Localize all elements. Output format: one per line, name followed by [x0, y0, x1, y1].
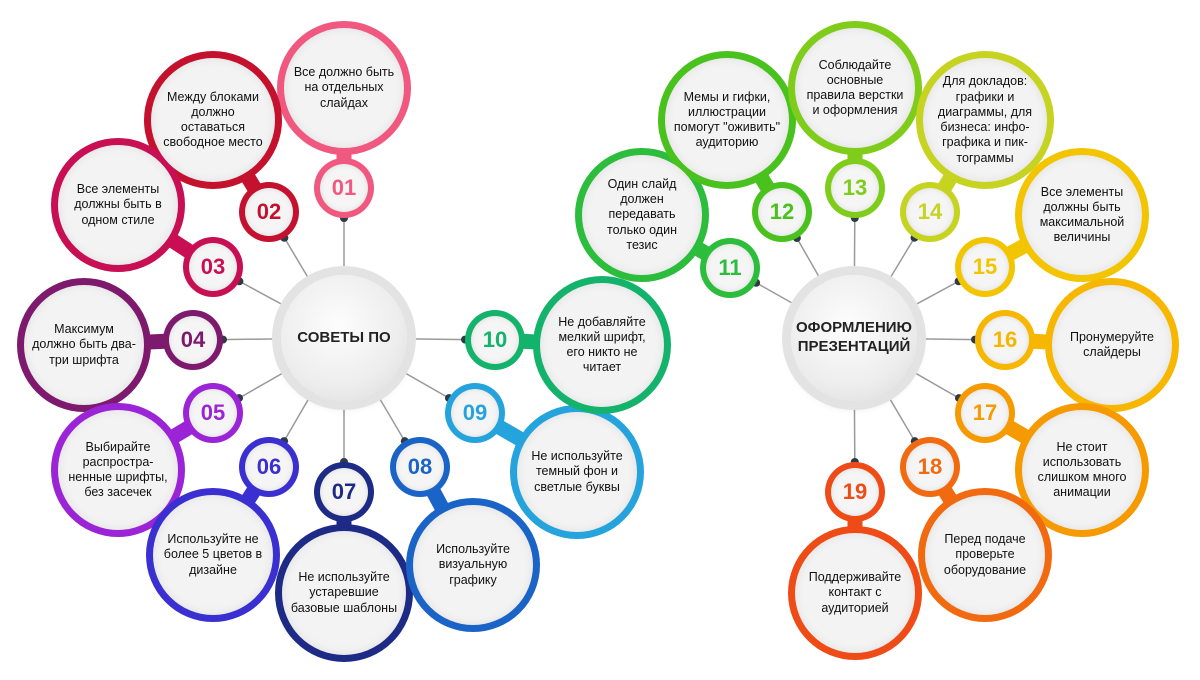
tip-bubble-03: Все элементы должны быть в одном стиле — [58, 145, 178, 265]
tip-number: 04 — [180, 327, 206, 352]
tip-number: 13 — [842, 175, 868, 200]
tip-text: Не добавляйте мелкий шрифт, его никто не… — [558, 314, 646, 375]
tip-text: Поддерживайте контакт с аудиторией — [808, 570, 902, 615]
tip-bubble-13: Соблюдайте основные правила верстки и оф… — [795, 28, 915, 148]
tip-bubble-08: Используйте визуальную графику — [413, 505, 533, 625]
hub-left-label: СОВЕТЫ ПО — [297, 328, 391, 346]
tip-number: 09 — [462, 400, 488, 425]
tip-text: Пронумеруйте слайдеры — [1069, 329, 1155, 359]
tip-number-badge-08: 08 — [396, 443, 444, 491]
tip-number: 15 — [972, 254, 998, 279]
tip-number: 06 — [256, 454, 282, 479]
tip-number: 17 — [972, 400, 998, 425]
tip-bubble-19: Поддерживайте контакт с аудиторией — [795, 533, 915, 653]
tip-text: Не стоит использовать слишком много аним… — [1037, 439, 1127, 500]
hub-right-label: ОФОРМЛЕНИЮ ПРЕЗЕНТАЦИЙ — [795, 319, 913, 355]
tip-text: Соблюдайте основные правила верстки и оф… — [806, 57, 904, 118]
tip-text: Не используйте темный фон и светлые букв… — [531, 449, 623, 494]
tip-text: Все элементы должны быть максимальной ве… — [1039, 184, 1125, 245]
tip-text: Не используйте устаревшие базовые шаблон… — [290, 570, 398, 615]
tip-bubble-14: Для докладов: графики и диаграммы, для б… — [923, 58, 1047, 182]
tip-number: 11 — [718, 255, 742, 280]
tip-number-badge-01: 01 — [320, 164, 368, 212]
tip-number-badge-02: 02 — [245, 188, 293, 236]
tip-number-badge-18: 18 — [906, 443, 954, 491]
tip-number: 03 — [200, 254, 226, 279]
tip-text: Все должно быть на отдельных слайдах — [293, 65, 395, 110]
tip-bubble-10: Не добавляйте мелкий шрифт, его никто не… — [540, 283, 664, 407]
tip-number-badge-04: 04 — [169, 316, 217, 364]
hub-right: ОФОРМЛЕНИЮ ПРЕЗЕНТАЦИЙ — [791, 275, 917, 401]
tip-number: 07 — [331, 479, 357, 504]
hub-left: СОВЕТЫ ПО — [281, 275, 407, 401]
tip-number-badge-16: 16 — [981, 316, 1029, 364]
tip-text: Между блоками должно оставаться свободно… — [163, 89, 263, 150]
tip-bubble-06: Используйте не более 5 цветов в дизайне — [153, 495, 273, 615]
tip-text: Максимум должно быть два-три шрифта — [32, 322, 136, 367]
tip-text: Используйте не более 5 цветов в дизайне — [163, 532, 263, 577]
tip-number-badge-03: 03 — [189, 243, 237, 291]
tip-bubble-09: Не используйте темный фон и светлые букв… — [517, 412, 637, 532]
tip-bubble-04: Максимум должно быть два-три шрифта — [24, 285, 144, 405]
tip-number: 18 — [917, 454, 943, 479]
tip-number: 10 — [482, 327, 508, 352]
tip-number: 12 — [769, 199, 795, 224]
tip-bubble-02: Между блоками должно оставаться свободно… — [151, 58, 275, 182]
tip-bubble-11: Один слайд должен передавать только один… — [582, 155, 702, 275]
tip-bubble-15: Все элементы должны быть максимальной ве… — [1022, 155, 1142, 275]
tip-bubble-17: Не стоит использовать слишком много аним… — [1022, 410, 1142, 530]
tip-text: Выбирайте распростра-ненные шрифты, без … — [68, 439, 168, 500]
tip-bubble-01: Все должно быть на отдельных слайдах — [284, 28, 404, 148]
tip-bubble-12: Мемы и гифки, иллюстрации помогут "оживи… — [665, 58, 789, 182]
tip-text: Перед подаче проверьте оборудование — [943, 532, 1027, 577]
tip-text: Мемы и гифки, иллюстрации помогут "оживи… — [673, 89, 781, 150]
tip-number-badge-17: 17 — [961, 389, 1009, 437]
tip-bubble-16: Пронумеруйте слайдеры — [1052, 285, 1172, 405]
tip-text: Все элементы должны быть в одном стиле — [74, 182, 162, 227]
tip-number: 16 — [992, 327, 1018, 352]
tip-number-badge-13: 13 — [831, 164, 879, 212]
tip-number-badge-09: 09 — [451, 389, 499, 437]
tip-number-badge-07: 07 — [320, 468, 368, 516]
tip-number: 08 — [407, 454, 433, 479]
tip-number: 05 — [200, 400, 226, 425]
tip-number-badge-05: 05 — [189, 389, 237, 437]
tip-bubble-18: Перед подаче проверьте оборудование — [925, 495, 1045, 615]
tip-text: Для докладов: графики и диаграммы, для б… — [937, 74, 1033, 165]
tip-number: 14 — [917, 199, 943, 224]
tip-number: 01 — [331, 175, 357, 200]
tip-number-badge-11: 11 — [706, 244, 754, 292]
tip-bubble-05: Выбирайте распростра-ненные шрифты, без … — [58, 410, 178, 530]
tip-number-badge-14: 14 — [906, 188, 954, 236]
tip-number-badge-19: 19 — [831, 468, 879, 516]
tip-bubble-07: Не используйте устаревшие базовые шаблон… — [282, 531, 406, 655]
tip-number-badge-06: 06 — [245, 443, 293, 491]
tip-text: Один слайд должен передавать только один… — [607, 176, 677, 252]
tip-number: 02 — [256, 199, 282, 224]
tip-number-badge-12: 12 — [758, 188, 806, 236]
tip-number: 19 — [842, 479, 868, 504]
tip-text: Используйте визуальную графику — [436, 542, 510, 587]
tip-number-badge-10: 10 — [471, 316, 519, 364]
tip-number-badge-15: 15 — [961, 243, 1009, 291]
